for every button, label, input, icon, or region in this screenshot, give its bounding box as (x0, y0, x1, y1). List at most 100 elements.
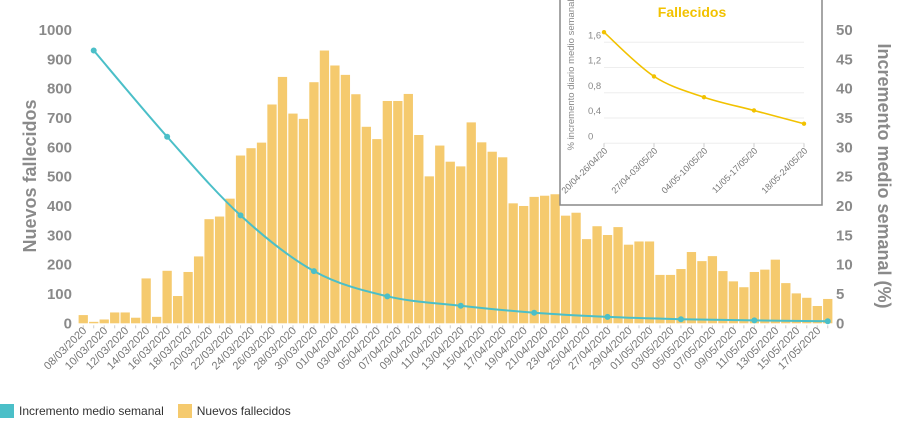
bar (781, 283, 791, 324)
y2-tick-label: 50 (836, 22, 853, 39)
bar (665, 274, 676, 324)
bar (812, 305, 822, 324)
bar (372, 139, 382, 324)
bar (141, 278, 151, 324)
bar (634, 241, 644, 324)
bar (592, 226, 602, 324)
y2-tick-label: 10 (836, 257, 853, 274)
line-point (310, 268, 317, 275)
bar (519, 205, 529, 324)
inset-line-point (751, 108, 757, 113)
bar (267, 104, 277, 324)
bar (246, 148, 256, 324)
bar (676, 269, 686, 324)
bar (707, 256, 718, 324)
line-point (604, 313, 611, 320)
bar (560, 215, 571, 324)
bar (131, 317, 141, 324)
y-tick-label: 500 (47, 169, 72, 186)
inset-line-point (801, 121, 807, 126)
bar (466, 122, 476, 324)
y2-tick-label: 0 (836, 315, 844, 332)
bar (89, 321, 99, 324)
inset-line-point (601, 30, 607, 35)
y-tick-label: 800 (47, 81, 72, 98)
series-line-incremento (92, 49, 828, 323)
bar (193, 256, 204, 324)
bar (393, 100, 403, 324)
y2-tick-label: 35 (836, 110, 853, 127)
bar (550, 194, 560, 324)
y2-axis-title: Incremento medio semanal (%) (874, 43, 894, 308)
y-tick-label: 600 (47, 139, 72, 156)
inset-y-tick-label: 1,2 (588, 56, 601, 67)
y-tick-label: 300 (47, 227, 72, 244)
bar (749, 271, 759, 324)
bar (739, 287, 749, 324)
bar (225, 198, 235, 324)
bar (760, 269, 770, 324)
bar (183, 271, 193, 324)
inset-y-tick-label: 0,4 (588, 106, 601, 117)
bar (204, 219, 214, 324)
y2-tick-label: 5 (836, 286, 844, 303)
bar (340, 74, 351, 324)
inset-chart: Fallecidos % incremento diario medio sem… (559, 0, 823, 206)
bar (298, 118, 309, 324)
line-point (90, 47, 97, 54)
legend-item-line: Incremento medio semanal (0, 404, 164, 418)
bar (172, 296, 183, 324)
bar (823, 298, 833, 324)
bar (539, 195, 550, 324)
bar (655, 274, 665, 324)
bar (319, 50, 330, 324)
bar (456, 166, 466, 324)
inset-y-axis-title: % incremento diario medio semanal (566, 0, 577, 151)
bar (309, 82, 319, 324)
line-point (384, 293, 391, 300)
bar (78, 315, 88, 324)
y2-tick-label: 40 (836, 81, 853, 98)
bar (613, 227, 623, 324)
bar (623, 244, 634, 324)
inset-frame (559, 0, 823, 206)
inset-line-point (651, 74, 657, 79)
y-tick-label: 700 (47, 110, 72, 127)
bar (99, 319, 109, 324)
bar (718, 271, 728, 324)
bar (728, 281, 739, 324)
bar (697, 261, 707, 324)
inset-y-tick-label: 0 (588, 131, 593, 142)
y-tick-label: 900 (47, 51, 72, 68)
bar (445, 161, 455, 324)
bar (508, 203, 518, 324)
y-tick-label: 400 (47, 198, 72, 215)
line-point (677, 316, 684, 323)
bar (414, 135, 424, 324)
bar (382, 100, 392, 324)
bar (529, 196, 539, 324)
legend-label: Incremento medio semanal (19, 404, 164, 418)
bar (644, 241, 655, 324)
y-tick-label: 1000 (39, 22, 72, 39)
line-point (457, 302, 464, 309)
bar (571, 212, 581, 324)
legend-swatch-bars (177, 404, 192, 418)
bar (110, 312, 120, 324)
inset-title: Fallecidos (658, 4, 727, 20)
legend: Incremento medio semanal Nuevos fallecid… (0, 404, 305, 418)
bar (403, 93, 413, 324)
y-tick-label: 100 (47, 286, 72, 303)
y-tick-label: 200 (47, 257, 72, 274)
bar (602, 235, 613, 324)
bar (361, 126, 372, 324)
bar (351, 94, 361, 324)
bar (214, 216, 225, 324)
line-point (824, 318, 831, 325)
bar (288, 113, 298, 324)
line-point (164, 133, 171, 140)
bar (802, 297, 812, 324)
bar (235, 155, 246, 324)
inset-line-point (701, 95, 707, 100)
